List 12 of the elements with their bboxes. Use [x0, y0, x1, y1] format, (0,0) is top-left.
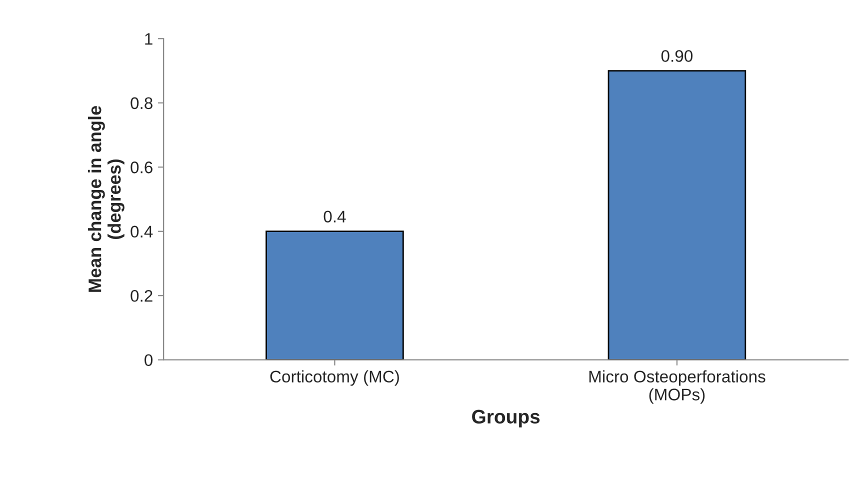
data-label: 0.4: [324, 210, 346, 223]
y-tick-label: 1: [145, 33, 152, 45]
y-tick-label: 0.4: [130, 226, 153, 238]
y-tick-label: 0.2: [130, 290, 152, 302]
x-tick-label: Micro Osteoperforations (MOPs): [589, 370, 766, 404]
y-tick-label: 0: [144, 354, 153, 366]
x-axis-title: Groups: [472, 410, 540, 428]
y-tick-label: 0.8: [130, 97, 152, 110]
y-tick-label: 0.6: [130, 162, 152, 174]
data-label: 0.90: [661, 50, 693, 62]
y-axis-title: Mean change in angle (degrees): [88, 106, 124, 292]
x-tick-label: Corticotomy (MC): [270, 370, 399, 386]
